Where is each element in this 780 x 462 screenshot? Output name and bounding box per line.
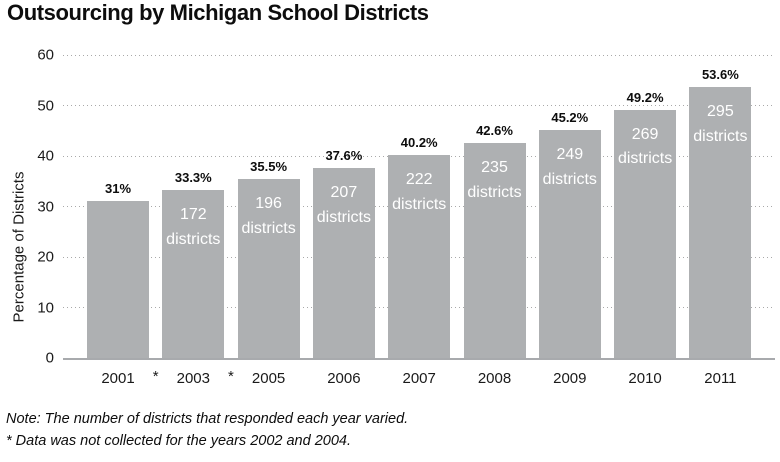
bar: 172 districts [162,189,225,358]
note-line-2: * Data was not collected for the years 2… [6,433,351,449]
bar-value-label: 40.2% [400,135,438,150]
missing-data-asterisk: * [152,368,159,385]
y-axis-title: Percentage of Districts [10,171,28,323]
bar [87,201,149,358]
y-tick-label-10: 10 [37,299,54,316]
chart-notes: Note: The number of districts that respo… [6,408,408,452]
bar-inner-label: 172 districts [166,205,221,248]
bar-slot-2003: 33.3% 172 districts [162,55,225,358]
bar-value-label: 37.6% [325,148,363,164]
bar-value-label: 42.6% [476,122,513,138]
bar-inner-label: 235 districts [467,158,522,201]
bar-value-label: 49.2% [626,89,664,105]
bar-inner-label: 207 districts [316,184,371,226]
bar-slot-2006: 37.6% 207 districts [312,55,375,358]
x-tick-label-2008: 2008 [477,370,512,387]
x-tick-label-2003: 2003 [176,370,210,387]
y-tick-label-40: 40 [37,147,54,165]
bar-value-label: 45.2% [551,109,589,125]
bar-slot-2005: 35.5% 196 districts [237,55,300,358]
x-tick-label-2005: 2005 [251,370,286,387]
bar: 222 districts [388,155,451,358]
y-tick-label-50: 50 [37,97,54,114]
bar-slot-2011: 53.6% 295 districts [689,55,752,358]
bar-inner-label: 222 districts [392,171,447,213]
bar-value-label: 35.5% [250,158,288,174]
bar-inner-label: 249 districts [542,145,597,188]
missing-data-asterisk: * [228,368,234,385]
bar: 196 districts [237,178,300,358]
bar: 269 districts [614,109,677,358]
x-tick-label-2006: 2006 [327,370,361,387]
x-tick-label-2007: 2007 [402,370,436,387]
note-line-1: Note: The number of districts that respo… [6,411,409,427]
bar-inner-label: 269 districts [617,125,673,168]
bar-slot-2010: 49.2% 269 districts [614,55,677,358]
chart-title: Outsourcing by Michigan School Districts [7,0,429,25]
bar-slot-2001: 31% [87,55,149,358]
y-tick-label-30: 30 [37,198,54,215]
bar-value-label: 31% [104,181,132,197]
gridline-y-60 [63,54,775,56]
x-tick-label-2009: 2009 [553,370,587,387]
bar: 249 districts [538,129,601,358]
x-tick-label-2011: 2011 [704,370,737,387]
bar-slot-2007: 40.2% 222 districts [388,55,451,358]
bar-slot-2009: 45.2% 249 districts [538,55,601,358]
bar: 295 districts [689,87,752,358]
bar-inner-label: 196 districts [241,194,296,237]
bar: 207 districts [312,168,375,358]
y-tick-label-20: 20 [37,248,54,266]
x-tick-label-2001: 2001 [101,370,135,387]
y-tick-label-0: 0 [45,349,54,367]
y-tick-label-60: 60 [37,46,54,64]
gridline-y-50 [63,105,775,106]
bar-slot-2008: 42.6% 235 districts [463,55,526,358]
bar-value-label: 53.6% [701,67,739,83]
x-tick-label-2010: 2010 [628,370,662,387]
bar-inner-label: 295 districts [693,103,748,146]
bar-value-label: 33.3% [174,169,212,185]
plot-area: 0 10 20 30 40 50 60 31% 33.3% 172 districts 35.5% 19… [37,47,775,367]
bar: 235 districts [463,142,526,358]
x-axis: 2001 2003 2005 2006 2007 2008 2009 2010 2011 * * [63,366,775,390]
